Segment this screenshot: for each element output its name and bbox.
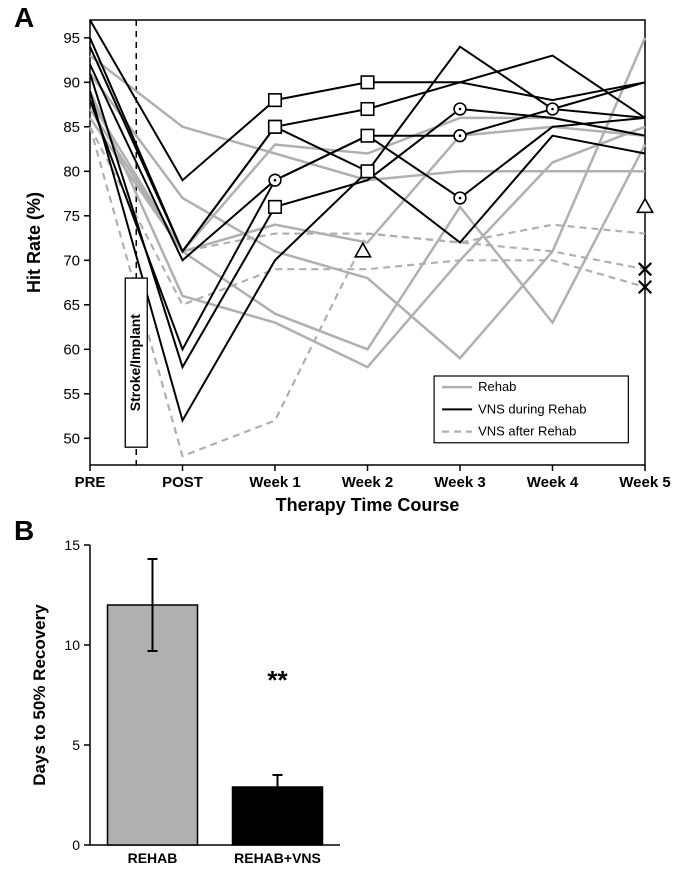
figure-root: A 50556065707580859095Hit Rate (%)PREPOS…: [0, 0, 676, 878]
svg-text:10: 10: [64, 637, 80, 653]
svg-text:Days to 50% Recovery: Days to 50% Recovery: [30, 604, 49, 786]
svg-text:0: 0: [72, 837, 80, 853]
svg-text:15: 15: [64, 537, 80, 553]
svg-text:5: 5: [72, 737, 80, 753]
svg-text:**: **: [267, 665, 288, 695]
svg-text:REHAB+VNS: REHAB+VNS: [234, 850, 321, 866]
panel-b-chart: 0 5 10 15 Days to 50% Recovery REHAB REHAB+VNS…: [0, 0, 676, 885]
svg-text:REHAB: REHAB: [128, 850, 178, 866]
